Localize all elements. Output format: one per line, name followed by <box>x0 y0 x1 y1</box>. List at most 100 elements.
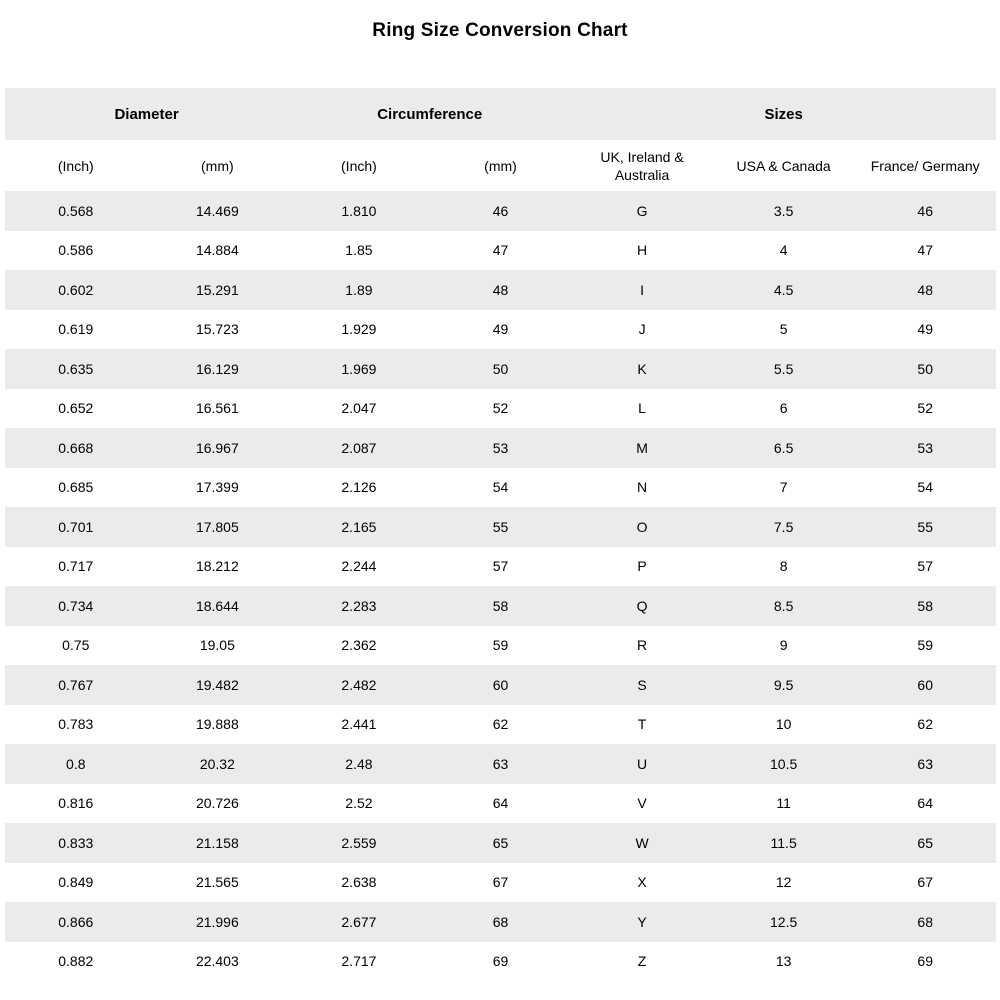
table-cell: 11 <box>776 795 791 812</box>
table-cell: 12 <box>775 874 792 891</box>
table-cell: H <box>637 242 648 259</box>
table-cell: 9.5 <box>773 676 794 693</box>
table-cell: 15.723 <box>195 321 239 338</box>
group-header-diameter: Diameter <box>114 105 179 123</box>
table-cell: 6.5 <box>773 439 794 456</box>
table-cell: 0.717 <box>58 558 94 575</box>
table-cell: 2.638 <box>341 874 377 891</box>
table-cell: 58 <box>917 597 933 614</box>
table-cell: 1.969 <box>341 360 377 377</box>
table-cell: 59 <box>492 637 509 654</box>
column-header-diameter-inch: (Inch) <box>57 157 94 174</box>
table-cell: 0.602 <box>58 281 94 298</box>
table-cell: 63 <box>917 755 933 772</box>
table-cell: 19.482 <box>195 676 239 693</box>
table-cell: 2.717 <box>341 953 377 970</box>
table-cell: 14.469 <box>195 202 239 219</box>
table-cell: 46 <box>917 202 933 219</box>
table-cell: 57 <box>492 558 509 575</box>
table-cell: 0.668 <box>58 439 94 456</box>
table-row: 0.866 21.996 2.677 68 Y 12.5 68 <box>5 902 996 942</box>
table-row: 0.619 15.723 1.929 49 J 5 49 <box>5 309 996 349</box>
table-cell: 2.441 <box>341 716 377 733</box>
table-cell: 48 <box>492 281 509 298</box>
table-cell: J <box>638 321 646 338</box>
table-cell: 65 <box>492 834 509 851</box>
table-cell: 62 <box>917 716 933 733</box>
table-cell: 0.568 <box>58 202 94 219</box>
table-row: 0.833 21.158 2.559 65 W 11.5 65 <box>5 823 996 863</box>
table-cell: 0.8 <box>66 755 86 772</box>
table-cell: 0.866 <box>58 913 94 930</box>
table-cell: 14.884 <box>195 242 239 259</box>
table-cell: P <box>637 558 647 575</box>
table-row: 0.816 20.726 2.52 64 V 11 64 <box>5 783 996 823</box>
table-cell: 59 <box>917 637 933 654</box>
table-cell: 1.810 <box>341 202 377 219</box>
table-cell: R <box>637 637 648 654</box>
table-row: 0.652 16.561 2.047 52 L 6 52 <box>5 388 996 428</box>
table-cell: 15.291 <box>195 281 239 298</box>
table-cell: 2.087 <box>341 439 377 456</box>
table-cell: 0.833 <box>58 834 94 851</box>
table-cell: 4.5 <box>773 281 794 298</box>
table-cell: 2.047 <box>341 400 377 417</box>
table-row: 0.75 19.05 2.362 59 R 9 59 <box>5 625 996 665</box>
table-cell: 2.48 <box>345 755 373 772</box>
table-cell: 0.783 <box>58 716 94 733</box>
table-cell: I <box>640 281 644 298</box>
column-header-usa-canada: USA & Canada <box>736 157 831 174</box>
table-cell: 67 <box>917 874 933 891</box>
table-cell: 13 <box>775 953 792 970</box>
table-cell: 18.212 <box>195 558 239 575</box>
table-cell: 16.129 <box>195 360 239 377</box>
table-cell: 0.882 <box>58 953 94 970</box>
table-cell: 0.586 <box>58 242 94 259</box>
table-cell: 46 <box>492 202 509 219</box>
table-cell: 55 <box>917 518 933 535</box>
table-cell: 0.701 <box>58 518 94 535</box>
table-cell: 55 <box>492 518 509 535</box>
table-cell: 1.929 <box>341 321 377 338</box>
table-cell: 69 <box>492 953 509 970</box>
table-cell: 50 <box>917 360 933 377</box>
table-row: 0.717 18.212 2.244 57 P 8 57 <box>5 546 996 586</box>
table-cell: O <box>636 518 648 535</box>
table-cell: 47 <box>917 242 933 259</box>
group-header-circumference: Circumference <box>377 105 483 123</box>
table-cell: 0.75 <box>62 637 90 654</box>
table-cell: 2.165 <box>341 518 377 535</box>
table-cell: S <box>637 676 647 693</box>
table-cell: 2.677 <box>341 913 377 930</box>
table-cell: 19.888 <box>195 716 239 733</box>
table-cell: V <box>637 795 647 812</box>
column-header-circumference-mm: (mm) <box>484 157 517 174</box>
table-cell: 11.5 <box>770 834 797 851</box>
table-cell: G <box>636 202 648 219</box>
table-row: 0.586 14.884 1.85 47 H 4 47 <box>5 230 996 270</box>
table-cell: 60 <box>917 676 933 693</box>
table-cell: 53 <box>492 439 509 456</box>
table-cell: 21.996 <box>195 913 239 930</box>
table-cell: 2.482 <box>341 676 377 693</box>
table-cell: 67 <box>492 874 509 891</box>
table-cell: 4 <box>779 242 788 259</box>
table-cell: 0.849 <box>58 874 94 891</box>
table-row: 0.734 18.644 2.283 58 Q 8.5 58 <box>5 586 996 626</box>
table-cell: 19.05 <box>199 637 235 654</box>
table-cell: 64 <box>917 795 933 812</box>
table-cell: 0.619 <box>58 321 94 338</box>
table-row: 0.849 21.565 2.638 67 X 12 67 <box>5 862 996 902</box>
table-cell: 3.5 <box>773 202 794 219</box>
table-cell: L <box>638 400 646 417</box>
table-cell: 2.126 <box>341 479 377 496</box>
table-cell: 0.652 <box>58 400 94 417</box>
table-cell: 5 <box>779 321 788 338</box>
table-cell: 48 <box>917 281 933 298</box>
table-row: 0.568 14.469 1.810 46 G 3.5 46 <box>5 191 996 231</box>
column-header-uk-ireland-australia: UK, Ireland & Australia <box>600 148 684 183</box>
column-header-circumference-inch: (Inch) <box>341 157 377 174</box>
table-row: 0.882 22.403 2.717 69 Z 13 69 <box>5 941 996 981</box>
table-cell: 16.561 <box>195 400 239 417</box>
